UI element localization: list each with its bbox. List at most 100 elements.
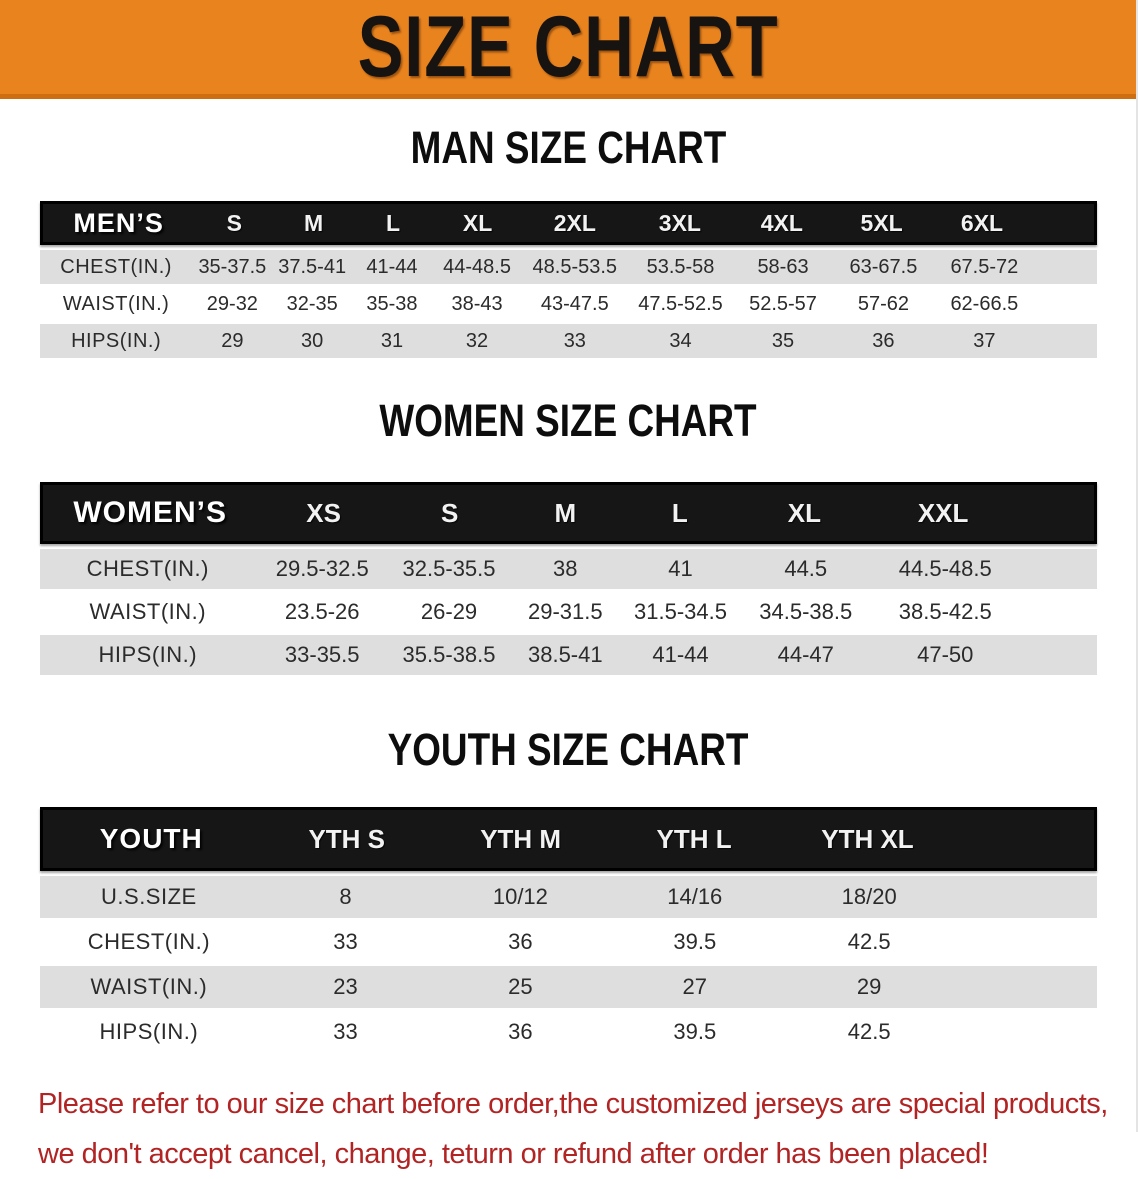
section-heading-text: YOUTH SIZE CHART (387, 724, 749, 775)
row-label: CHEST(IN.) (60, 255, 172, 278)
size-value: 33 (563, 329, 586, 352)
size-value: 35-38 (366, 292, 418, 315)
size-table-youth: YOUTH YTH S YTH M YTH L YTH XL U.S.SIZE 8 10/12… (40, 807, 1097, 1053)
size-value: 36 (508, 929, 533, 954)
size-value: 44.5 (784, 556, 828, 581)
section-heading-youth: YOUTH SIZE CHART (0, 725, 1136, 783)
size-value: 23 (333, 974, 358, 999)
column-header: S (441, 497, 459, 528)
table-row: CHEST(IN.) 35-37.5 37.5-41 41-44 44-48.5 48.5… (40, 250, 1097, 284)
section-heading-womens: WOMEN SIZE CHART (0, 396, 1136, 454)
column-header: L (671, 497, 688, 528)
table-label: MEN’S (73, 207, 164, 238)
table-row: CHEST(IN.) 29.5-32.5 32.5-35.5 38 41 44.5 44.5… (40, 549, 1097, 589)
size-value: 39.5 (673, 1019, 717, 1044)
size-section-youth: YOUTH SIZE CHART YOUTH YTH S YTH M YTH L YTH … (0, 725, 1136, 1053)
row-label: CHEST(IN.) (86, 556, 209, 581)
row-label: CHEST(IN.) (87, 929, 211, 954)
section-heading-mens: MAN SIZE CHART (0, 123, 1136, 181)
column-header: YTH S (308, 823, 386, 854)
size-value: 37 (973, 329, 996, 352)
size-value: 32-35 (286, 292, 338, 315)
column-header: XXL (917, 497, 969, 528)
size-value: 31.5-34.5 (634, 599, 727, 624)
size-value: 41-44 (652, 642, 709, 667)
size-value: 52.5-57 (749, 292, 817, 315)
size-value: 53.5-58 (646, 255, 715, 278)
size-value: 8 (339, 884, 352, 909)
size-value: 32.5-35.5 (402, 556, 496, 581)
table-row: CHEST(IN.) 33 36 39.5 42.5 (40, 921, 1097, 963)
size-table-womens: WOMEN’S XS S M L XL XXL CHEST(IN.) 29.5-32.5 32.5… (40, 482, 1097, 675)
size-value: 42.5 (847, 929, 891, 954)
size-value: 47.5-52.5 (638, 292, 723, 315)
size-value: 14/16 (667, 884, 723, 909)
size-value: 38.5-42.5 (898, 599, 992, 624)
size-table-mens: MEN’S S M L XL 2XL 3XL 4XL 5XL 6XL CHEST(IN.) 35-37… (40, 201, 1097, 358)
section-heading-text: WOMEN SIZE CHART (379, 395, 757, 446)
size-value: 36 (508, 1019, 533, 1044)
table-row: U.S.SIZE 8 10/12 14/16 18/20 (40, 876, 1097, 918)
row-label: U.S.SIZE (101, 884, 197, 909)
row-label: WAIST(IN.) (90, 974, 208, 999)
size-value: 29 (856, 974, 882, 999)
size-value: 43-47.5 (540, 292, 609, 315)
table-label: WOMEN’S (73, 496, 228, 529)
column-header: 3XL (658, 209, 701, 236)
table-row: WAIST(IN.) 23.5-26 26-29 29-31.5 31.5-34.5 34… (40, 592, 1097, 632)
table-row: HIPS(IN.) 33 36 39.5 42.5 (40, 1011, 1097, 1053)
size-value: 38.5-41 (527, 642, 603, 667)
column-header: S (226, 209, 242, 236)
size-section-mens: MAN SIZE CHART MEN’S S M L XL 2XL 3XL 4XL 5XL 6XL C… (0, 123, 1136, 358)
disclaimer-line-1: Please refer to our size chart before or… (38, 1088, 1108, 1120)
size-value: 29-31.5 (527, 599, 603, 624)
row-label: HIPS(IN.) (71, 329, 162, 352)
size-value: 27 (682, 974, 708, 999)
size-value: 33 (333, 1019, 358, 1044)
table-header-youth: YOUTH YTH S YTH M YTH L YTH XL (40, 807, 1097, 871)
table-header-mens: MEN’S S M L XL 2XL 3XL 4XL 5XL 6XL (40, 201, 1097, 245)
size-value: 63-67.5 (849, 255, 918, 278)
size-value: 62-66.5 (950, 292, 1019, 315)
row-label: WAIST(IN.) (62, 292, 170, 315)
column-header: YTH XL (821, 823, 914, 854)
table-row: HIPS(IN.) 29 30 31 32 33 34 35 36 37 (40, 324, 1097, 358)
size-value: 39.5 (673, 929, 717, 954)
disclaimer: Please refer to our size chart before or… (38, 1079, 1136, 1179)
table-header-womens: WOMEN’S XS S M L XL XXL (40, 482, 1097, 544)
section-heading-text: MAN SIZE CHART (410, 122, 726, 173)
size-value: 29.5-32.5 (275, 556, 369, 581)
size-value: 33-35.5 (284, 642, 360, 667)
size-value: 38 (553, 556, 578, 581)
size-value: 47-50 (917, 642, 974, 667)
size-value: 57-62 (857, 292, 909, 315)
size-value: 29 (221, 329, 244, 352)
column-header: YTH M (480, 823, 562, 854)
size-value: 38-43 (451, 292, 503, 315)
row-label: WAIST(IN.) (89, 599, 207, 624)
size-value: 26-29 (420, 599, 478, 624)
size-value: 33 (333, 929, 358, 954)
size-value: 32 (465, 329, 489, 352)
size-value: 67.5-72 (950, 255, 1019, 278)
column-header: 5XL (860, 209, 903, 236)
size-value: 29-32 (206, 292, 258, 315)
column-header: M (304, 209, 324, 236)
size-value: 44-47 (777, 642, 834, 667)
size-value: 23.5-26 (284, 599, 360, 624)
disclaimer-line-2: we don't accept cancel, change, teturn o… (38, 1138, 989, 1170)
column-header: 4XL (760, 209, 803, 236)
size-value: 36 (872, 329, 895, 352)
column-header: YTH L (656, 823, 732, 854)
size-value: 48.5-53.5 (532, 255, 618, 278)
size-value: 10/12 (492, 884, 548, 909)
column-header: XL (462, 209, 493, 236)
size-value: 18/20 (841, 884, 897, 909)
size-value: 30 (301, 329, 324, 352)
column-header: 2XL (553, 209, 596, 236)
table-row: WAIST(IN.) 23 25 27 29 (40, 966, 1097, 1008)
size-value: 41 (668, 556, 693, 581)
table-row: HIPS(IN.) 33-35.5 35.5-38.5 38.5-41 41-44 44-… (40, 635, 1097, 675)
table-label: YOUTH (99, 823, 203, 854)
size-value: 35-37.5 (198, 255, 267, 278)
